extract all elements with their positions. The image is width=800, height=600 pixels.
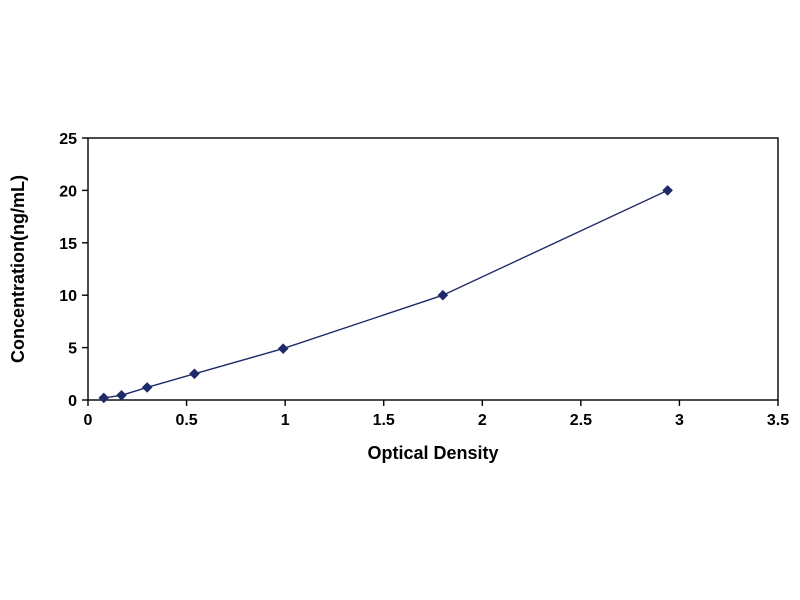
y-tick-label: 10 xyxy=(59,288,77,305)
y-tick-label: 25 xyxy=(59,131,77,148)
plot-frame xyxy=(87,137,779,401)
y-tick-label: 5 xyxy=(68,341,77,358)
data-point-marker xyxy=(437,289,449,301)
y-tick-label: 15 xyxy=(59,236,77,253)
x-tick-label: 3 xyxy=(675,412,684,429)
x-tick-label: 3.5 xyxy=(767,412,789,429)
x-tick-label: 1 xyxy=(281,412,290,429)
x-tick-label: 0.5 xyxy=(175,412,197,429)
x-tick-label: 1.5 xyxy=(373,412,395,429)
y-tick-label: 20 xyxy=(59,183,77,200)
data-point-marker xyxy=(116,389,127,401)
x-axis-label: Optical Density xyxy=(367,443,498,463)
y-tick-label: 0 xyxy=(68,393,77,410)
data-point-marker xyxy=(141,382,153,393)
data-point-marker xyxy=(662,185,673,196)
data-point-marker xyxy=(189,368,200,380)
x-tick-label: 2 xyxy=(478,412,487,429)
x-tick-label: 0 xyxy=(84,412,93,429)
data-point-marker xyxy=(98,392,110,404)
y-axis-label: Concentration(ng/mL) xyxy=(8,175,28,363)
data-point-marker xyxy=(277,343,289,354)
x-tick-label: 2.5 xyxy=(570,412,592,429)
chart-plot-area: 0 0.5 1 1.5 2 2.5 3 3.5 0 5 10 15 20 25 xyxy=(59,131,789,429)
